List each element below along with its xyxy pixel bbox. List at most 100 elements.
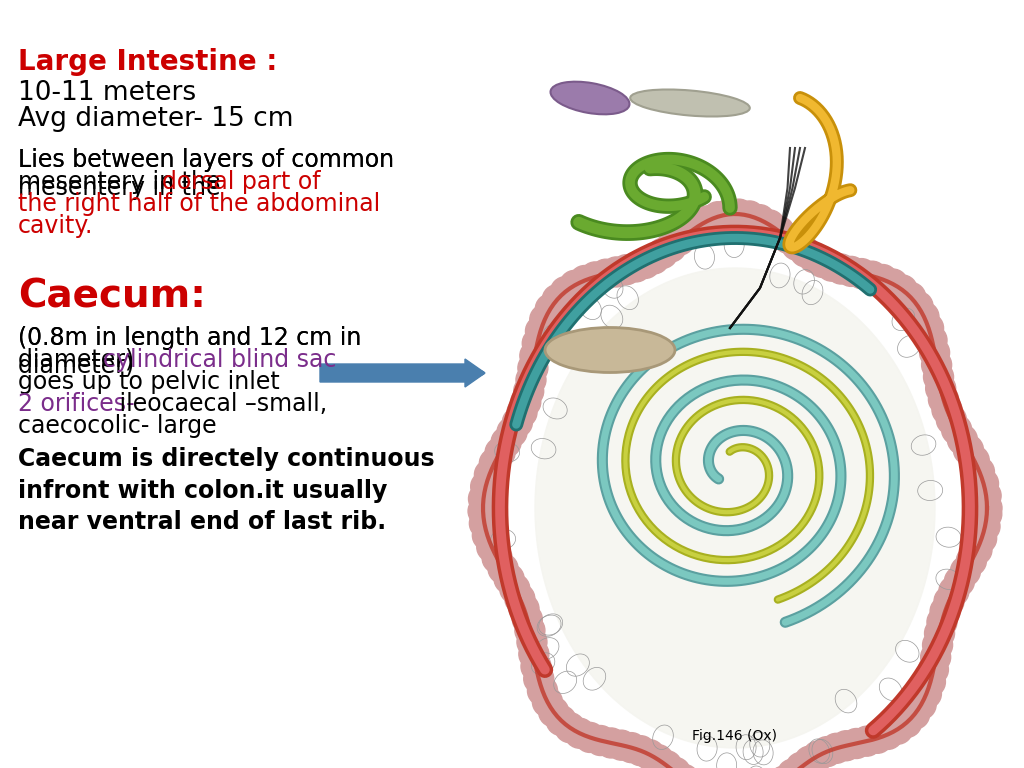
Circle shape — [560, 270, 590, 300]
Text: Fig.146 (Ox): Fig.146 (Ox) — [692, 729, 777, 743]
Text: 10-11 meters: 10-11 meters — [18, 80, 197, 106]
Circle shape — [581, 262, 610, 292]
Circle shape — [714, 200, 743, 230]
Text: Caecum:: Caecum: — [18, 278, 206, 316]
Circle shape — [962, 535, 992, 564]
Circle shape — [942, 415, 972, 445]
Circle shape — [515, 615, 545, 645]
Circle shape — [883, 714, 912, 744]
Circle shape — [918, 326, 947, 356]
Circle shape — [639, 244, 669, 274]
Circle shape — [497, 417, 527, 447]
Circle shape — [755, 210, 784, 240]
Circle shape — [635, 740, 665, 768]
Circle shape — [812, 737, 842, 766]
Circle shape — [606, 730, 636, 760]
Circle shape — [521, 651, 551, 681]
Circle shape — [591, 260, 621, 290]
Circle shape — [920, 338, 949, 368]
Circle shape — [803, 741, 834, 768]
Circle shape — [913, 313, 943, 343]
Circle shape — [683, 211, 713, 241]
Circle shape — [862, 723, 893, 753]
Text: (0.8m in length and 12 cm in: (0.8m in length and 12 cm in — [18, 326, 361, 350]
Circle shape — [564, 718, 595, 748]
Circle shape — [888, 275, 918, 305]
Circle shape — [896, 283, 926, 313]
Circle shape — [959, 445, 989, 475]
Circle shape — [936, 405, 967, 435]
Circle shape — [777, 759, 808, 768]
Circle shape — [574, 723, 605, 753]
Circle shape — [525, 316, 555, 346]
Text: Lies between layers of common: Lies between layers of common — [18, 148, 394, 172]
Circle shape — [867, 264, 898, 294]
Circle shape — [518, 353, 548, 383]
Circle shape — [665, 225, 694, 255]
Text: diameter): diameter) — [18, 348, 141, 372]
Circle shape — [969, 468, 998, 498]
Circle shape — [543, 285, 572, 315]
Circle shape — [930, 597, 961, 627]
Circle shape — [523, 664, 554, 694]
Circle shape — [734, 201, 765, 231]
Text: dorsal part of: dorsal part of — [163, 170, 322, 194]
Circle shape — [551, 276, 581, 306]
Circle shape — [967, 523, 996, 554]
Circle shape — [808, 247, 838, 277]
Circle shape — [926, 373, 955, 403]
Circle shape — [842, 729, 871, 759]
Ellipse shape — [545, 327, 675, 372]
Text: caecocolic- large: caecocolic- large — [18, 414, 217, 438]
Circle shape — [911, 679, 941, 709]
Circle shape — [773, 223, 803, 253]
Circle shape — [622, 252, 651, 282]
Circle shape — [927, 607, 957, 637]
Circle shape — [485, 438, 515, 468]
Circle shape — [479, 449, 509, 478]
Circle shape — [536, 294, 565, 324]
Text: goes up to pelvic inlet: goes up to pelvic inlet — [18, 370, 280, 394]
Circle shape — [724, 199, 754, 229]
Text: ileocaecal –small,: ileocaecal –small, — [112, 392, 327, 416]
Circle shape — [503, 407, 532, 437]
Circle shape — [922, 350, 951, 380]
Circle shape — [532, 687, 562, 717]
Circle shape — [929, 384, 958, 414]
Circle shape — [519, 639, 549, 669]
Circle shape — [471, 472, 501, 502]
Circle shape — [652, 750, 682, 768]
Circle shape — [816, 251, 847, 281]
Text: 2 orifices-: 2 orifices- — [18, 392, 134, 416]
Circle shape — [522, 329, 552, 359]
Circle shape — [611, 255, 641, 285]
Text: Avg diameter- 15 cm: Avg diameter- 15 cm — [18, 106, 294, 132]
Circle shape — [950, 556, 980, 586]
Polygon shape — [535, 268, 935, 748]
Circle shape — [909, 302, 939, 332]
Circle shape — [529, 305, 560, 335]
Circle shape — [923, 630, 952, 660]
Circle shape — [786, 753, 816, 768]
Circle shape — [821, 733, 851, 763]
Circle shape — [847, 259, 877, 289]
Text: Caecum is directely continuous
infront with colon.it usually
near ventral end of: Caecum is directely continuous infront w… — [18, 447, 434, 535]
Circle shape — [546, 706, 577, 736]
Circle shape — [520, 341, 550, 371]
Circle shape — [626, 736, 655, 766]
Circle shape — [837, 257, 866, 286]
Circle shape — [516, 365, 546, 395]
Circle shape — [472, 521, 503, 551]
Circle shape — [512, 604, 543, 634]
Circle shape — [944, 566, 975, 597]
Circle shape — [586, 726, 615, 756]
Circle shape — [919, 654, 948, 684]
Circle shape — [477, 532, 507, 562]
Circle shape — [514, 376, 544, 406]
Ellipse shape — [630, 90, 750, 117]
Circle shape — [474, 460, 505, 490]
Circle shape — [488, 554, 518, 584]
Circle shape — [468, 496, 498, 526]
Circle shape — [972, 499, 1001, 529]
Circle shape — [939, 576, 969, 606]
